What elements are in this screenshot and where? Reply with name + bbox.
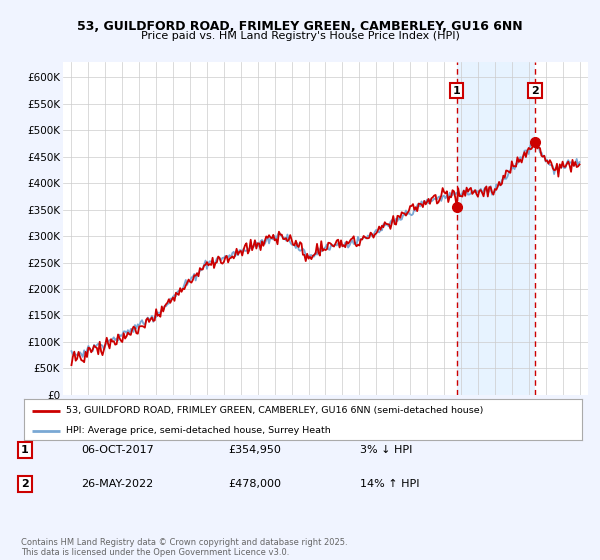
Text: 2: 2 xyxy=(21,479,29,489)
Text: Price paid vs. HM Land Registry's House Price Index (HPI): Price paid vs. HM Land Registry's House … xyxy=(140,31,460,41)
Text: 1: 1 xyxy=(453,86,461,96)
Text: 26-MAY-2022: 26-MAY-2022 xyxy=(81,479,153,489)
Text: 06-OCT-2017: 06-OCT-2017 xyxy=(81,445,154,455)
Bar xyxy=(457,62,535,395)
Text: £478,000: £478,000 xyxy=(228,479,281,489)
Text: 14% ↑ HPI: 14% ↑ HPI xyxy=(360,479,419,489)
Text: 53, GUILDFORD ROAD, FRIMLEY GREEN, CAMBERLEY, GU16 6NN (semi-detached house): 53, GUILDFORD ROAD, FRIMLEY GREEN, CAMBE… xyxy=(66,406,483,415)
Text: 2: 2 xyxy=(531,86,539,96)
Text: 3% ↓ HPI: 3% ↓ HPI xyxy=(360,445,412,455)
Text: HPI: Average price, semi-detached house, Surrey Heath: HPI: Average price, semi-detached house,… xyxy=(66,426,331,435)
Text: 53, GUILDFORD ROAD, FRIMLEY GREEN, CAMBERLEY, GU16 6NN: 53, GUILDFORD ROAD, FRIMLEY GREEN, CAMBE… xyxy=(77,20,523,32)
Text: Contains HM Land Registry data © Crown copyright and database right 2025.
This d: Contains HM Land Registry data © Crown c… xyxy=(21,538,347,557)
Text: 1: 1 xyxy=(21,445,29,455)
Text: £354,950: £354,950 xyxy=(228,445,281,455)
